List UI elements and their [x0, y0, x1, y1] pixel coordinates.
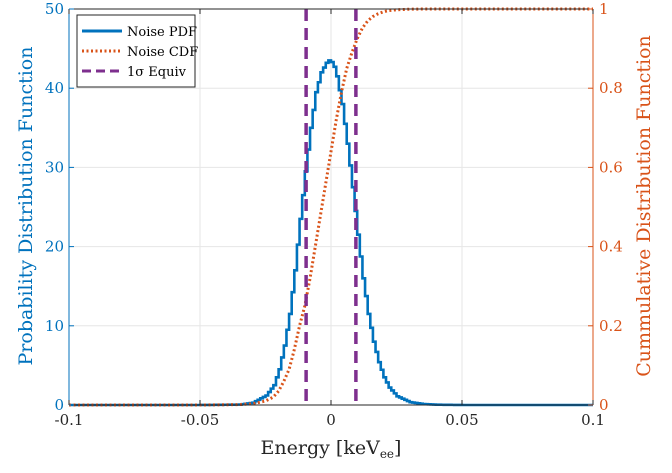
y-right-tick-label: 0.4	[599, 238, 623, 256]
y-left-tick-label: 30	[45, 158, 64, 176]
grid	[69, 9, 593, 405]
y-right-tick-label: 0.8	[599, 79, 623, 97]
x-tick-label: 0.1	[581, 411, 605, 429]
y-right-tick-label: 0.6	[599, 158, 623, 176]
y-right-tick-label: 0	[599, 396, 609, 414]
x-axis-label-subscript: ee	[380, 447, 394, 461]
y-left-tick-label: 20	[45, 238, 64, 256]
legend-label-sigma: 1σ Equiv	[127, 65, 187, 80]
y-left-tick-label: 0	[54, 396, 64, 414]
y-right-tick-label: 0.2	[599, 317, 623, 335]
x-axis-label-close: ]	[394, 437, 401, 459]
x-axis-label: Energy [keVee]	[261, 437, 402, 461]
y-left-tick-label: 40	[45, 79, 64, 97]
axes	[68, 8, 594, 406]
x-tick-label: 0.05	[445, 411, 478, 429]
y-axis-label-left: Probability Distribution Function	[15, 47, 37, 366]
x-tick-label: -0.05	[181, 411, 219, 429]
x-tick-label: 0	[326, 411, 336, 429]
y-axis-label-right: Cummulative Distribution Function	[633, 35, 655, 377]
y-left-tick-label: 10	[45, 317, 64, 335]
legend-label-cdf: Noise CDF	[127, 45, 198, 60]
legend: Noise PDF Noise CDF 1σ Equiv	[76, 14, 198, 88]
legend-label-pdf: Noise PDF	[127, 25, 197, 40]
x-axis-label-main: Energy [keV	[261, 437, 381, 459]
y-left-tick-label: 50	[45, 0, 64, 18]
y-right-tick-label: 1	[599, 0, 609, 18]
x-tick-label: -0.1	[55, 411, 84, 429]
tick-labels: -0.1 -0.05 0 0.05 0.10102030405000.20.40.60.…	[45, 0, 623, 429]
